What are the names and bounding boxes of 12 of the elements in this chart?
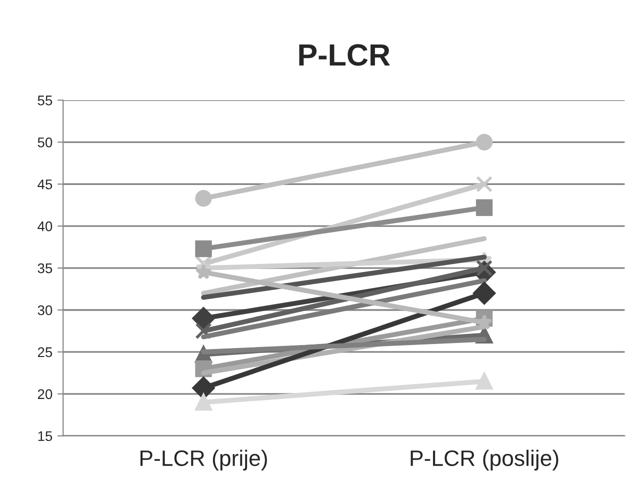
y-tick-label: 45: [38, 180, 52, 190]
y-tick-label: 50: [38, 137, 52, 148]
y-tick-label: 40: [38, 221, 52, 232]
x-tick-label: P-LCR (poslije): [410, 450, 558, 470]
y-tick-label: 20: [38, 389, 52, 400]
y-tick-label: 25: [38, 347, 52, 358]
chart-title: P-LCR: [299, 44, 390, 66]
y-tick-label: 15: [38, 431, 52, 442]
y-tick-label: 35: [38, 263, 52, 274]
y-tick-label: 30: [38, 305, 52, 316]
y-tick-label: 55: [38, 96, 52, 106]
x-tick-label: P-LCR (prije): [140, 450, 267, 470]
